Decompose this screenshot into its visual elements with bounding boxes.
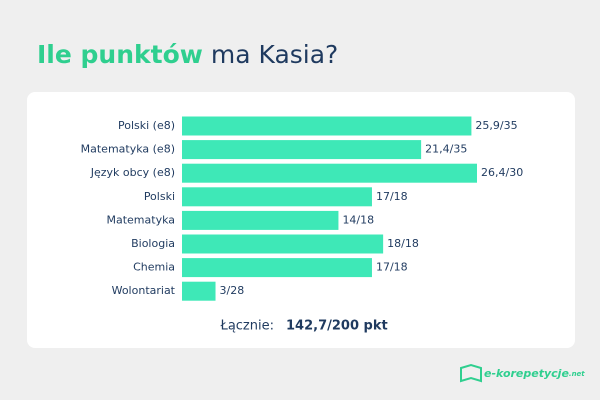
bar bbox=[182, 210, 339, 230]
category-label: Polski (e8) bbox=[118, 119, 175, 132]
value-label: 14/18 bbox=[342, 213, 374, 226]
value-label: 3/28 bbox=[220, 284, 245, 297]
value-label: 21,4/35 bbox=[425, 143, 467, 156]
chart-title: Ile punktów ma Kasia? bbox=[37, 40, 338, 69]
logo-name: e-korepetycje bbox=[484, 367, 569, 380]
value-label: 18/18 bbox=[387, 237, 419, 250]
value-label: 17/18 bbox=[376, 261, 408, 274]
value-label: 26,4/30 bbox=[481, 166, 523, 179]
value-label: 17/18 bbox=[376, 190, 408, 203]
category-label: Chemia bbox=[133, 261, 175, 274]
bar bbox=[182, 116, 472, 136]
bar bbox=[182, 234, 384, 254]
value-label: 25,9/35 bbox=[475, 119, 517, 132]
category-label: Biologia bbox=[131, 237, 175, 250]
bar bbox=[182, 258, 372, 278]
title-bold: Ile punktów bbox=[37, 40, 203, 69]
category-label: Matematyka bbox=[106, 213, 175, 226]
category-label: Polski bbox=[144, 190, 175, 203]
logo-icon bbox=[460, 363, 482, 383]
category-label: Język obcy (e8) bbox=[90, 166, 175, 179]
title-rest: ma Kasia? bbox=[211, 40, 338, 69]
logo-suffix: .net bbox=[569, 370, 585, 378]
bar bbox=[182, 187, 372, 207]
total-label: Łącznie: bbox=[220, 319, 274, 334]
logo: e-korepetycje.net bbox=[460, 363, 585, 383]
category-label: Matematyka (e8) bbox=[81, 143, 175, 156]
category-label: Wolontariat bbox=[112, 284, 176, 297]
total-value: 142,7/200 pkt bbox=[286, 319, 388, 334]
bar bbox=[182, 140, 422, 160]
bar bbox=[182, 281, 216, 301]
bar bbox=[182, 163, 477, 183]
logo-text: e-korepetycje.net bbox=[484, 367, 585, 380]
